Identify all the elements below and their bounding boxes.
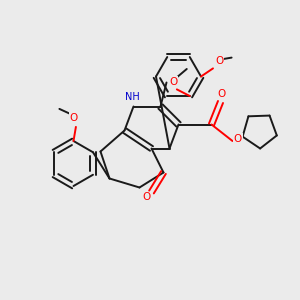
Text: O: O [142, 192, 150, 203]
Text: NH: NH [124, 92, 140, 102]
Text: O: O [169, 76, 177, 87]
Text: O: O [215, 56, 223, 66]
Text: O: O [234, 134, 242, 144]
Text: O: O [218, 88, 226, 99]
Text: O: O [69, 113, 78, 123]
